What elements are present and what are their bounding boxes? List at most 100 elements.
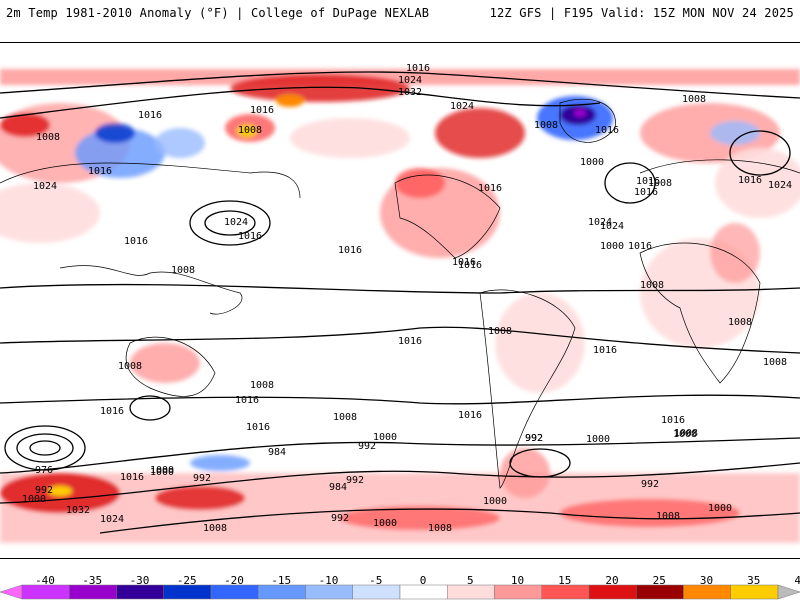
pressure-contours: [0, 71, 800, 534]
colorbar-tick-label: -35: [82, 574, 103, 587]
isobar-label: 1016: [452, 257, 476, 268]
coastlines: [0, 98, 800, 489]
isobar-label: 992: [346, 475, 364, 486]
isobar-label: 1000: [150, 465, 174, 476]
isobar-label: 992: [525, 433, 543, 444]
isobar-label: 1016: [406, 63, 430, 74]
isobar-label: 1016: [458, 260, 482, 271]
colorbar-swatch: [21, 584, 70, 600]
isobar-label: 1000: [483, 496, 507, 507]
isobar-label: 1008: [648, 178, 672, 189]
colorbar-swatch: [494, 584, 542, 600]
isobar-label: 1016: [478, 183, 502, 194]
colorbar-swatch: [116, 584, 164, 600]
isobar-label: 1016: [120, 472, 144, 483]
isobar-label: 1032: [66, 505, 90, 516]
colorbar-swatch: [69, 584, 117, 600]
isobar-label: 1016: [593, 345, 617, 356]
isobar-label: 992: [331, 513, 349, 524]
isobar-label: 1016: [595, 125, 619, 136]
temperature-anomaly-map: 1016 1024 1032 1016 1008 1016 1016 1008 1024 1024…: [0, 42, 800, 559]
model-run-valid-time: 12Z GFS | F195 Valid: 15Z MON NOV 24 202…: [489, 6, 794, 20]
colorbar-swatch: [541, 584, 590, 600]
colorbar-tick-label: 0: [419, 574, 427, 587]
isobar-label: 1016: [634, 187, 658, 198]
isobar-label: 1016: [661, 415, 685, 426]
isobar-label: 1024: [600, 221, 624, 232]
isobar-label: 1000: [373, 432, 397, 443]
isobar-label: 1008: [238, 125, 262, 136]
isobar-label: 1008: [488, 326, 512, 337]
colorbar-tick-label: -15: [271, 574, 292, 587]
colorbar-swatch: [730, 584, 779, 600]
isobar-label: 984: [268, 447, 286, 458]
isobar-label: 1024: [398, 75, 422, 86]
isobar-label: 1016: [628, 241, 652, 252]
isobar-label: 1024: [224, 217, 248, 228]
colorbar-tick-label: -25: [176, 574, 197, 587]
colorbar-tick-label: 20: [605, 574, 619, 587]
isobar-label: 1024: [768, 180, 792, 191]
colorbar-tick-label: 5: [466, 574, 474, 587]
isobar-label: 1008: [682, 94, 706, 105]
isobar-label: 992: [641, 479, 659, 490]
isobar-label: 1000: [600, 241, 624, 252]
colorbar-swatch: [636, 584, 684, 600]
colorbar-tick-label: -40: [35, 574, 55, 587]
anomaly-fill-layer: [0, 69, 800, 543]
isobar-label: 1016: [238, 231, 262, 242]
isobar-label: 1008: [333, 412, 357, 423]
colorbar-tick-label: 40: [794, 574, 800, 587]
isobar-label: 984: [329, 482, 347, 493]
isobar-label: 1032: [398, 87, 422, 98]
isobar-label: 1024: [450, 101, 474, 112]
isobar-label: 1024: [100, 514, 124, 525]
isobar-label: 1000: [22, 494, 46, 505]
isobar-label: 1016: [246, 422, 270, 433]
colorbar-swatch: [683, 584, 731, 600]
isobar-label: 1008: [203, 523, 227, 534]
colorbar-tick-label: -5: [369, 574, 383, 587]
isobar-label: 1008: [656, 511, 680, 522]
colorbar-tick-label: 15: [558, 574, 572, 587]
isobar-label: 1016: [250, 105, 274, 116]
contour-labels: 1016102410321016100810161016100810241024…: [22, 63, 792, 534]
colorbar-swatch: [258, 584, 306, 600]
colorbar-swatch: [352, 584, 401, 600]
colorbar-swatch: [210, 584, 259, 600]
colorbar-swatch: [447, 584, 495, 600]
isobar-label: 1000: [580, 157, 604, 168]
isobar-label: 1008: [428, 523, 452, 534]
isobar-label: 1000: [586, 434, 610, 445]
isobar-label: 1008: [171, 265, 195, 276]
isobar-label: 1016: [458, 410, 482, 421]
colorbar-tick-label: -30: [129, 574, 150, 587]
isobar-label: 1008: [763, 357, 787, 368]
isobar-label: 1008: [36, 132, 60, 143]
isobar-label: 1016: [235, 395, 259, 406]
isobar-label: 992: [35, 485, 53, 496]
colorbar-tick-label: 30: [699, 574, 714, 587]
colorbar-swatch: [305, 584, 353, 600]
isobar-label: 1008: [640, 280, 664, 291]
colorbar-swatch: [777, 584, 800, 600]
isobar-label: 1008: [118, 361, 142, 372]
colorbar-swatch: [588, 584, 637, 600]
isobar-label: 992: [193, 473, 211, 484]
isobar-label: 1008: [728, 317, 752, 328]
map-canvas: 1016102410321016100810161016100810241024…: [0, 63, 800, 543]
colorbar-tick-label: -10: [318, 574, 339, 587]
colorbar-tick-label: 25: [652, 574, 666, 587]
isobar-label: 1016: [738, 175, 762, 186]
isobar-label: 1008: [250, 380, 274, 391]
isobar-label: 1000: [373, 518, 397, 529]
isobar-label: 1024: [588, 217, 612, 228]
isobar-label: 1016: [338, 245, 362, 256]
colorbar-swatch: [163, 584, 212, 600]
isobar-label: 1016: [398, 336, 422, 347]
colorbar-swatch: [399, 584, 448, 600]
colorbar-tick-label: -20: [224, 574, 244, 587]
colorbar-tick-label: 35: [747, 574, 761, 587]
isobar-label: 1016: [138, 110, 162, 121]
isobar-label: 1016: [100, 406, 124, 417]
